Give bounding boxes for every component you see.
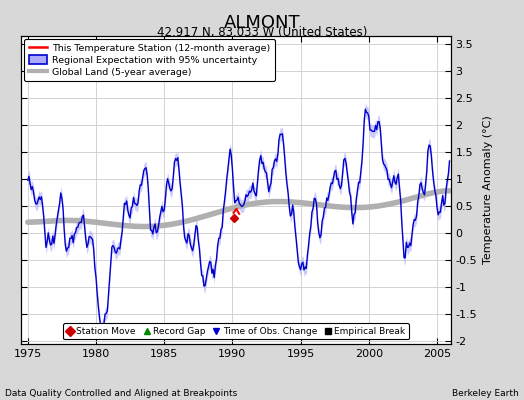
Legend: Station Move, Record Gap, Time of Obs. Change, Empirical Break: Station Move, Record Gap, Time of Obs. C… (63, 323, 409, 340)
Text: Data Quality Controlled and Aligned at Breakpoints: Data Quality Controlled and Aligned at B… (5, 389, 237, 398)
Text: Berkeley Earth: Berkeley Earth (452, 389, 519, 398)
Text: 42.917 N, 83.033 W (United States): 42.917 N, 83.033 W (United States) (157, 26, 367, 39)
Text: ALMONT: ALMONT (224, 14, 300, 32)
Y-axis label: Temperature Anomaly (°C): Temperature Anomaly (°C) (483, 116, 493, 264)
